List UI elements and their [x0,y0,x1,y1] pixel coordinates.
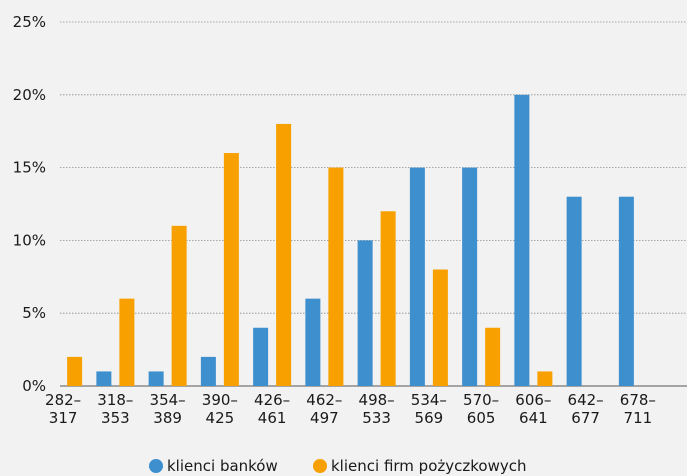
x-tick-label-line: 353 [101,409,130,427]
bar-banks [148,371,164,386]
y-tick-label: 5% [22,304,46,322]
x-tick-label-line: 498– [359,391,395,409]
legend-marker [313,459,327,473]
legend-item: klienci firm pożyczkowych [313,457,526,475]
x-tick-label: 678– 711 [620,391,656,427]
x-tick-label-line: 317 [49,409,78,427]
x-tick-label: 570– 605 [463,391,499,427]
x-tick-label-line: 606– [515,391,551,409]
y-tick-label: 25% [13,13,46,31]
x-tick-label: 534– 569 [411,391,447,427]
bar-loan-firms [67,356,83,386]
x-tick-label-line: 318– [97,391,133,409]
bar-banks [566,196,582,386]
y-axis: 0% 5% 10% 15% 20% 25% [13,13,46,395]
legend-label: klienci firm pożyczkowych [331,457,526,475]
x-tick-label-line: 282– [45,391,81,409]
legend: klienci banków klienci firm pożyczkowych [149,457,526,475]
y-tick-label: 15% [13,159,46,177]
bar-banks [618,196,634,386]
bar-loan-firms [171,225,187,386]
x-tick-label: 462– 497 [306,391,342,427]
bar-loan-firms [119,298,135,386]
y-tick-label: 20% [13,86,46,104]
x-tick-label-line: 642– [568,391,604,409]
x-tick-label: 282– 317 [45,391,81,427]
x-tick-label: 354– 389 [150,391,186,427]
x-tick-label: 606– 641 [515,391,551,427]
legend-label: klienci banków [167,457,278,475]
x-tick-label-line: 533 [362,409,391,427]
bar-banks [200,356,216,386]
bar-loan-firms [537,371,553,386]
bar-loan-firms [380,211,396,386]
x-tick-label-line: 354– [150,391,186,409]
x-tick-label: 390– 425 [202,391,238,427]
bar-loan-firms [485,327,501,386]
legend-item: klienci banków [149,457,278,475]
x-tick-label-line: 425 [206,409,235,427]
bar-loan-firms [223,153,239,386]
x-tick-label-line: 462– [306,391,342,409]
x-tick-label-line: 711 [624,409,653,427]
bar-loan-firms [432,269,448,386]
x-tick-label-line: 534– [411,391,447,409]
x-tick-label-line: 677 [571,409,600,427]
x-tick-label: 642– 677 [568,391,604,427]
bar-banks [409,167,425,386]
x-tick-label-line: 389 [153,409,182,427]
bar-banks [357,240,373,386]
y-tick-label: 10% [13,231,46,249]
bar-banks [514,94,530,387]
x-tick-label-line: 569 [415,409,444,427]
legend-marker [149,459,163,473]
x-tick-label-line: 426– [254,391,290,409]
x-tick-label-line: 390– [202,391,238,409]
x-tick-label-line: 605 [467,409,496,427]
x-tick-label: 318– 353 [97,391,133,427]
x-tick-label-line: 461 [258,409,287,427]
x-tick-label-line: 678– [620,391,656,409]
x-tick-label-line: 641 [519,409,548,427]
bar-loan-firms [328,167,344,386]
bar-banks [305,298,321,386]
x-tick-label-line: 497 [310,409,339,427]
bars [67,94,634,387]
bar-loan-firms [276,123,292,387]
x-tick-label: 498– 533 [359,391,395,427]
grid-lines [60,21,687,387]
x-tick-label: 426– 461 [254,391,290,427]
bar-banks [462,167,478,386]
y-tick-label: 0% [22,377,46,395]
bar-banks [253,327,269,386]
bar-banks [96,371,112,386]
x-tick-label-line: 570– [463,391,499,409]
